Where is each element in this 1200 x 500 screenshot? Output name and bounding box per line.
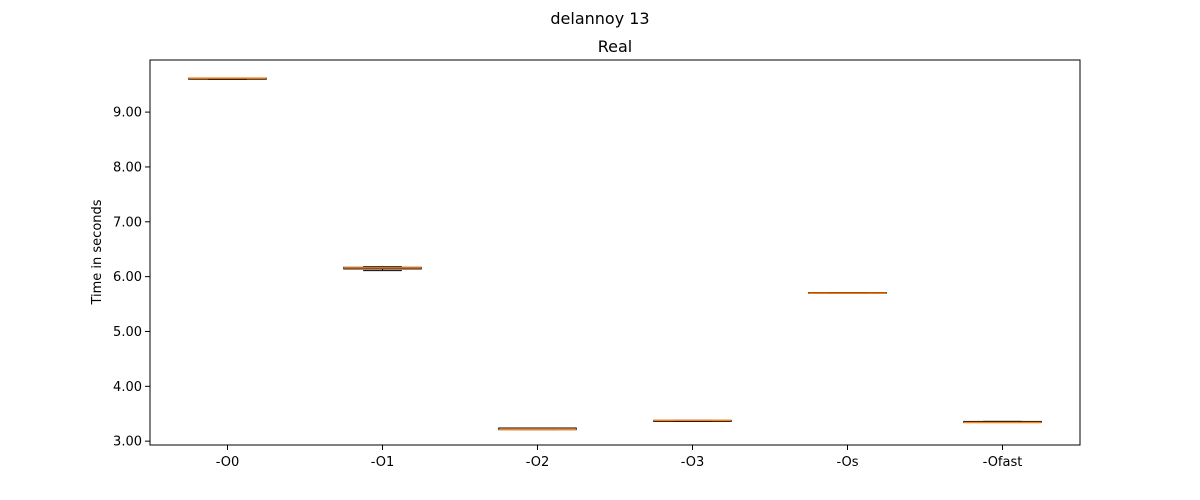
figure-suptitle: delannoy 13 (550, 9, 649, 28)
plot-area (149, 59, 1081, 446)
x-tick-label: -Ofast (983, 455, 1023, 470)
box-os (808, 292, 887, 294)
box-ofast (963, 420, 1042, 424)
box-series (188, 77, 1042, 431)
x-tick-label: -O0 (216, 455, 240, 470)
x-axis: -O0 -O1 -O2 -O3 -Os -Ofast (216, 445, 1023, 470)
x-tick-label: -Os (836, 455, 858, 470)
y-tick-label: 4.00 (113, 380, 142, 395)
y-tick-label: 6.00 (113, 270, 142, 285)
y-tick-label: 8.00 (113, 160, 142, 175)
y-tick-label: 3.00 (113, 435, 142, 450)
y-tick-label: 5.00 (113, 325, 142, 340)
y-tick-label: 9.00 (113, 106, 142, 121)
box-o3 (653, 419, 732, 422)
y-axis-label: Time in seconds (90, 199, 105, 305)
y-axis: 3.00 4.00 5.00 6.00 7.00 8.00 9.00 (113, 106, 150, 450)
box-o2 (498, 427, 577, 431)
y-tick-label: 7.00 (113, 215, 142, 230)
x-tick-label: -O3 (681, 455, 705, 470)
box-o1 (343, 266, 422, 272)
x-tick-label: -O2 (526, 455, 550, 470)
x-tick-label: -O1 (371, 455, 395, 470)
chart-title: Real (598, 37, 633, 56)
box-o0 (188, 77, 267, 80)
